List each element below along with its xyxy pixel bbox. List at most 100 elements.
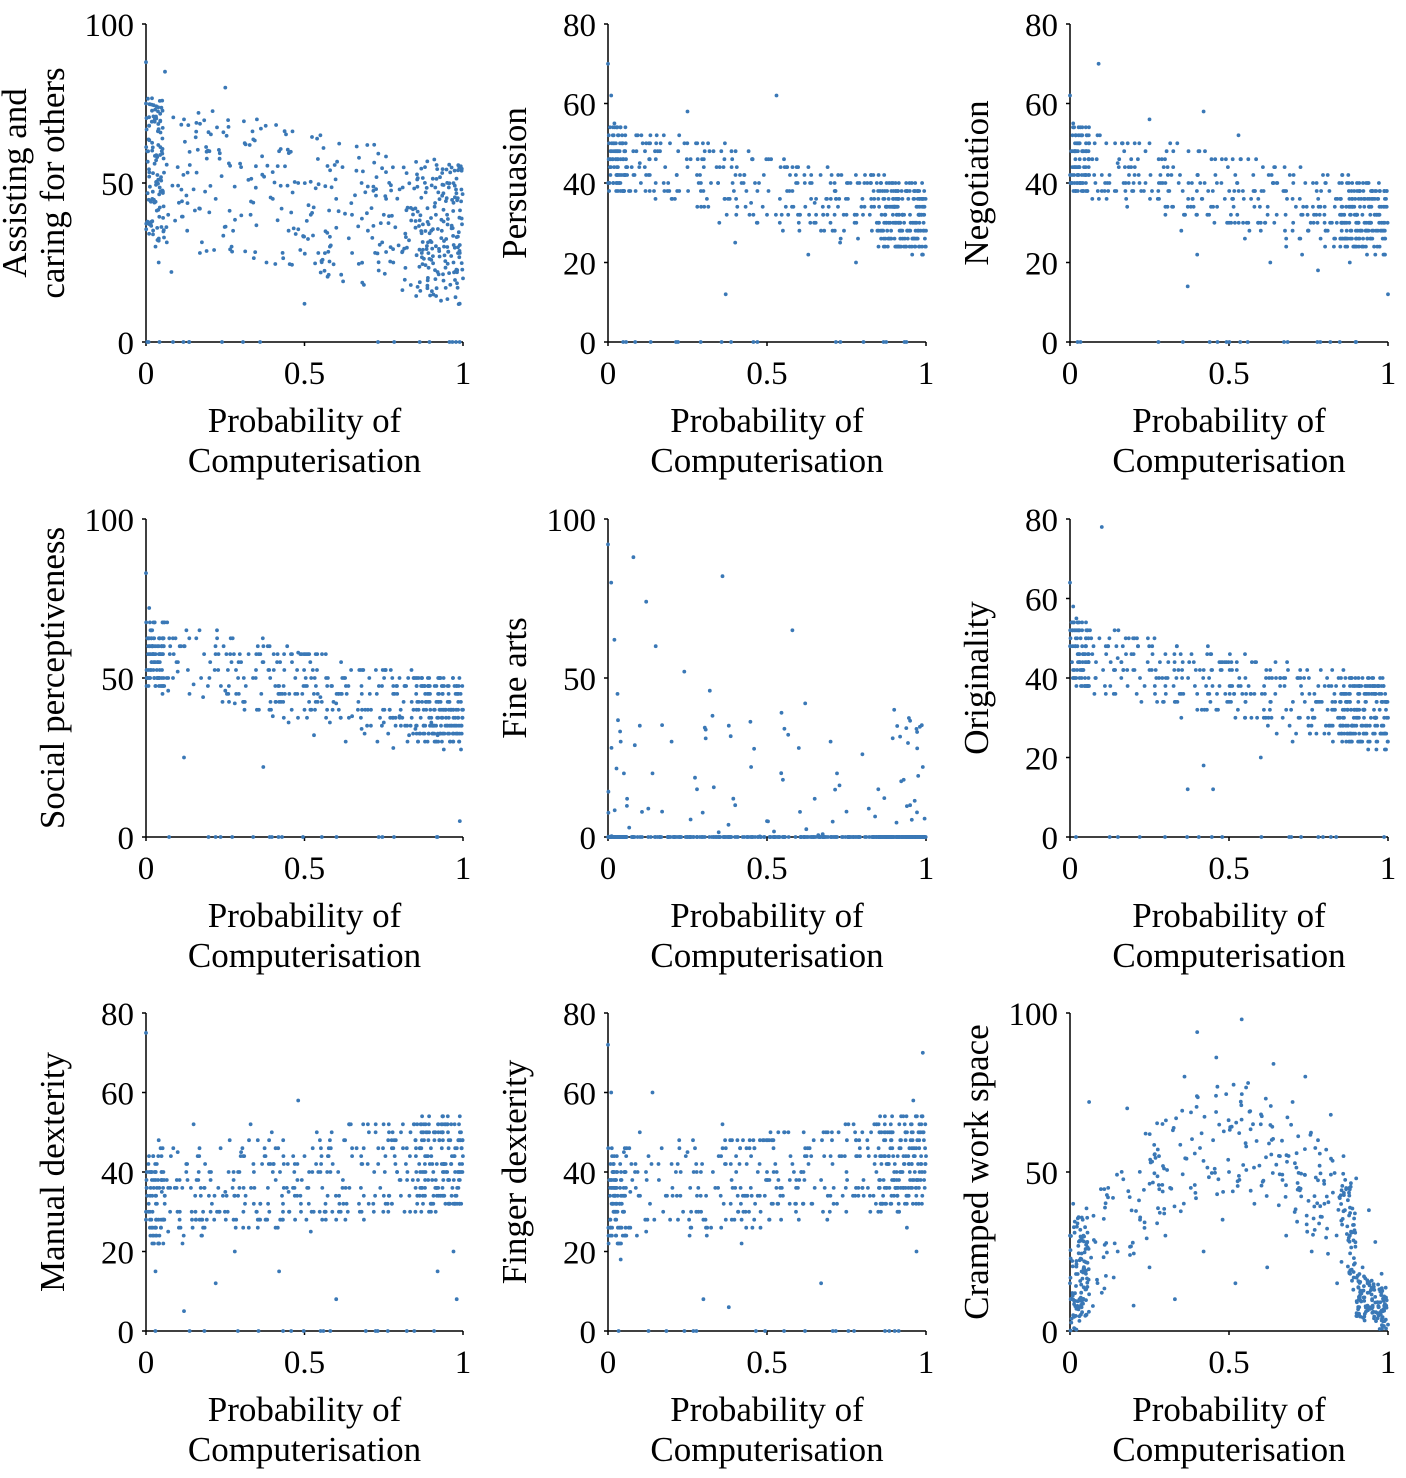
scatter-point: [187, 636, 192, 641]
scatter-point: [713, 1186, 718, 1190]
scatter-point: [199, 676, 204, 680]
scatter-point: [1073, 133, 1078, 138]
scatter-point: [917, 204, 922, 209]
scatter-point: [223, 85, 228, 90]
scatter-point: [452, 1122, 457, 1127]
scatter-point: [228, 652, 233, 656]
scatter-point: [825, 212, 830, 217]
scatter-point: [804, 827, 809, 832]
scatter-point: [869, 173, 873, 177]
scatter-point: [404, 171, 409, 176]
scatter-point: [648, 133, 653, 138]
scatter-point: [619, 1241, 623, 1246]
scatter-point: [646, 1154, 651, 1158]
scatter-point: [861, 1178, 866, 1182]
scatter-point: [1084, 644, 1088, 649]
scatter-point: [650, 1090, 655, 1095]
scatter-point: [380, 684, 384, 688]
scatter-point: [878, 181, 883, 185]
scatter-point: [885, 189, 889, 193]
scatter-point: [260, 172, 265, 177]
scatter-point: [1126, 1189, 1131, 1194]
scatter-point: [327, 208, 331, 213]
scatter-point: [1111, 1275, 1116, 1280]
scatter-point: [455, 731, 459, 736]
scatter-point: [1163, 212, 1168, 217]
scatter-point: [608, 1193, 612, 1198]
scatter-point: [1312, 692, 1317, 696]
scatter-point: [1323, 244, 1327, 249]
scatter-point: [624, 340, 628, 344]
scatter-point: [1361, 236, 1365, 241]
scatter-point: [739, 1201, 743, 1206]
scatter-point: [842, 228, 846, 233]
scatter-point: [614, 1233, 619, 1238]
scatter-point: [1137, 181, 1142, 185]
scatter-point: [638, 835, 642, 839]
scatter-point: [407, 238, 411, 243]
scatter-point: [281, 1162, 286, 1166]
scatter-point: [190, 1225, 195, 1230]
scatter-point: [707, 688, 712, 693]
scatter-point: [316, 157, 320, 161]
scatter-point: [1258, 228, 1263, 233]
scatter-point: [1103, 684, 1107, 688]
scatter-point: [785, 165, 790, 170]
scatter-point: [1076, 133, 1081, 138]
scatter-point: [425, 220, 430, 224]
y-axis-title-line: Originality: [957, 601, 996, 755]
scatter-point: [248, 212, 253, 217]
scatter-point: [158, 119, 163, 124]
scatter-point: [1341, 684, 1346, 688]
scatter-point: [413, 225, 418, 230]
scatter-point: [621, 157, 625, 162]
scatter-point: [226, 1170, 231, 1174]
scatter-point: [417, 1162, 422, 1166]
scatter-point: [441, 278, 446, 283]
scatter-point: [1265, 212, 1270, 217]
scatter-point: [1361, 181, 1365, 185]
scatter-point: [447, 340, 452, 344]
scatter-point: [216, 668, 221, 672]
scatter-point: [456, 1138, 461, 1143]
scatter-point: [819, 1281, 823, 1286]
scatter-point: [223, 1217, 228, 1222]
scatter-point: [1373, 692, 1378, 696]
scatter-point: [313, 261, 317, 266]
scatter-point: [281, 715, 286, 720]
scatter-point: [425, 244, 429, 248]
scatter-point: [1354, 212, 1359, 217]
scatter-point: [152, 620, 157, 625]
scatter-point: [390, 1130, 395, 1135]
scatter-point: [382, 271, 387, 276]
scatter-point: [156, 122, 161, 126]
scatter-point: [1241, 197, 1246, 201]
scatter-point: [271, 652, 276, 656]
scatter-point: [863, 835, 867, 839]
scatter-point: [1146, 636, 1150, 641]
scatter-point: [157, 340, 162, 344]
scatter-point: [1281, 189, 1286, 193]
scatter-point: [360, 668, 365, 672]
scatter-point: [301, 234, 305, 238]
scatter-point: [157, 185, 162, 190]
scatter-point: [1300, 212, 1305, 217]
scatter-point: [417, 247, 422, 252]
scatter-point: [207, 149, 212, 154]
scatter-point: [1384, 747, 1388, 752]
scatter-point: [917, 1170, 922, 1174]
scatter-point: [1372, 707, 1376, 712]
scatter-point: [730, 1186, 735, 1190]
scatter-point: [668, 141, 672, 146]
scatter-point: [711, 1170, 715, 1174]
scatter-point: [316, 251, 321, 255]
scatter-point: [457, 1114, 462, 1119]
scatter-point: [733, 240, 738, 245]
scatter-point: [254, 652, 259, 656]
scatter-point: [457, 301, 462, 306]
scatter-point: [1301, 204, 1306, 209]
scatter-point: [391, 715, 396, 720]
scatter-point: [719, 340, 724, 344]
scatter-point: [1075, 189, 1080, 193]
scatter-point: [1229, 212, 1233, 217]
